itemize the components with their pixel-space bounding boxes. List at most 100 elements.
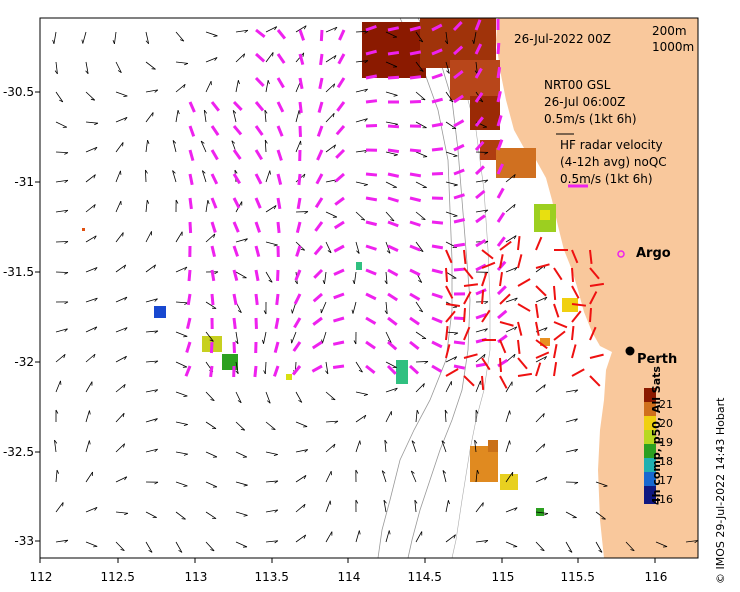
radar-vector — [387, 172, 400, 178]
nrt-vector-head — [418, 280, 422, 283]
nrt-vector-head — [363, 184, 368, 187]
nrt-vector-head — [540, 549, 545, 552]
nrt-vector — [384, 440, 387, 453]
nrt-vector-head — [145, 169, 148, 174]
nrt-vector — [295, 25, 307, 33]
radar-vector — [409, 340, 420, 351]
nrt-vector — [145, 541, 153, 553]
nrt-vector-head — [509, 410, 511, 415]
nrt-vector — [325, 83, 335, 93]
argo-vector — [553, 285, 557, 301]
radar-vector — [365, 123, 378, 128]
radar-vector — [453, 143, 465, 152]
nrt-vector-head — [574, 389, 579, 393]
nrt-vector — [200, 140, 207, 153]
radar-line2: (4-12h avg) noQC — [560, 155, 667, 169]
nrt-vector-head — [213, 233, 216, 238]
x-tick-label: 114.5 — [407, 570, 442, 584]
nrt-vector-head — [154, 448, 158, 453]
radar-vector — [232, 317, 237, 330]
radar-vector — [475, 313, 487, 320]
radar-vector — [431, 97, 444, 104]
radar-vector — [210, 221, 217, 233]
nrt-vector-head — [203, 109, 207, 114]
nrt-vector — [235, 29, 248, 33]
nrt-vector-head — [332, 113, 335, 118]
colorbar-tick-17: 17 — [659, 474, 673, 487]
radar-vector — [188, 173, 194, 186]
radar-vector — [232, 197, 241, 209]
nrt-vector-head — [123, 443, 126, 448]
nrt-vector — [55, 61, 58, 74]
nrt-vector — [145, 140, 148, 153]
nrt-vector-head — [273, 454, 278, 457]
argo-vector — [535, 362, 542, 377]
nrt-vector — [625, 541, 635, 552]
radar-vector — [386, 364, 397, 375]
radar-vector — [365, 99, 378, 104]
nrt-vector — [55, 91, 64, 103]
colorbar — [644, 388, 656, 504]
nrt-vector-head — [474, 439, 478, 444]
nrt-vector — [145, 264, 156, 273]
nrt-vector — [265, 540, 278, 543]
radar-vector — [387, 148, 400, 154]
nrt-vector-head — [513, 204, 516, 209]
nrt-vector — [565, 389, 578, 393]
nrt-vector — [325, 211, 338, 218]
nrt-vector — [352, 301, 357, 314]
nrt-vector-head — [364, 60, 369, 64]
radar-vector — [496, 66, 502, 79]
radar-vector — [185, 341, 192, 353]
nrt-vector — [85, 297, 98, 303]
nrt-vector — [85, 326, 98, 333]
nrt-vector — [505, 471, 514, 483]
nrt-vector — [505, 235, 517, 243]
nrt-vector-head — [274, 26, 278, 31]
argo-vector — [463, 375, 475, 387]
argo-vector — [535, 321, 540, 336]
nrt-vector — [115, 200, 122, 213]
nrt-vector-head — [64, 328, 68, 332]
nrt-vector-head — [154, 481, 159, 485]
nrt-vector-head — [513, 174, 516, 179]
nrt-vector — [175, 61, 188, 64]
nrt-vector-head — [94, 297, 98, 302]
radar-vector — [431, 48, 443, 56]
nrt-vector-head — [178, 549, 183, 553]
nrt-vector — [55, 179, 68, 183]
nrt-vector-head — [148, 549, 153, 553]
radar-vector — [365, 244, 377, 251]
nrt-vector — [415, 121, 427, 129]
radar-vector — [232, 173, 242, 185]
nrt-vector — [85, 440, 90, 453]
radar-vector — [318, 77, 324, 90]
nrt-vector — [415, 301, 424, 313]
y-tick-label: -31.5 — [2, 265, 34, 279]
radar-vector — [254, 221, 261, 233]
plot-frame — [39, 17, 699, 559]
radar-vector — [314, 221, 324, 232]
nrt-vector-head — [484, 152, 489, 155]
nrt-vector — [295, 534, 306, 543]
radar-vector — [312, 316, 323, 326]
radar-vector — [232, 269, 239, 282]
nrt-vector — [172, 170, 177, 183]
colorbar-tick-19: 19 — [659, 436, 673, 449]
nrt-vector — [175, 266, 188, 273]
argo-vector — [571, 267, 575, 283]
nrt-vector — [385, 61, 398, 68]
radar-vector — [332, 340, 345, 346]
radar-vector — [496, 163, 504, 175]
nrt-vector — [535, 296, 548, 303]
nrt-vector-head — [52, 39, 55, 44]
radar-vector — [254, 76, 265, 87]
radar-vector — [187, 269, 192, 282]
radar-vector — [210, 269, 216, 282]
nrt-vector-head — [268, 279, 273, 283]
nrt-vector — [55, 470, 58, 483]
nrt-vector-head — [264, 109, 268, 114]
nrt-vector-head — [273, 205, 277, 210]
argo-vector — [571, 368, 585, 377]
